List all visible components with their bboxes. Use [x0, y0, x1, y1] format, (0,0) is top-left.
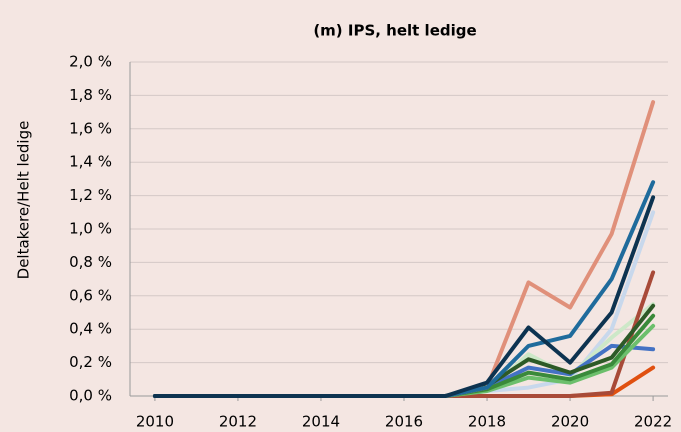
x-tick-label: 2018	[468, 413, 506, 431]
y-tick-label: 2,0 %	[69, 53, 112, 71]
x-tick-label: 2010	[136, 413, 174, 431]
y-tick-label: 1,2 %	[69, 186, 112, 204]
chart-title: (m) IPS, helt ledige	[313, 22, 476, 40]
x-tick-label: 2014	[302, 413, 340, 431]
x-tick-label: 2016	[385, 413, 423, 431]
y-tick-label: 0,4 %	[69, 320, 112, 338]
y-tick-label: 1,4 %	[69, 153, 112, 171]
y-tick-label: 1,8 %	[69, 86, 112, 104]
y-tick-label: 1,6 %	[69, 119, 112, 137]
y-tick-label: 0,6 %	[69, 286, 112, 304]
x-tick-label: 2012	[219, 413, 257, 431]
y-axis-label: Deltakere/Helt ledige	[15, 121, 33, 280]
y-tick-label: 0,0 %	[69, 387, 112, 405]
y-tick-label: 0,2 %	[69, 353, 112, 371]
y-tick-label: 0,8 %	[69, 253, 112, 271]
y-tick-label: 1,0 %	[69, 220, 112, 238]
x-tick-label: 2022	[634, 413, 672, 431]
series-line	[152, 195, 656, 398]
x-tick-label: 2020	[551, 413, 589, 431]
